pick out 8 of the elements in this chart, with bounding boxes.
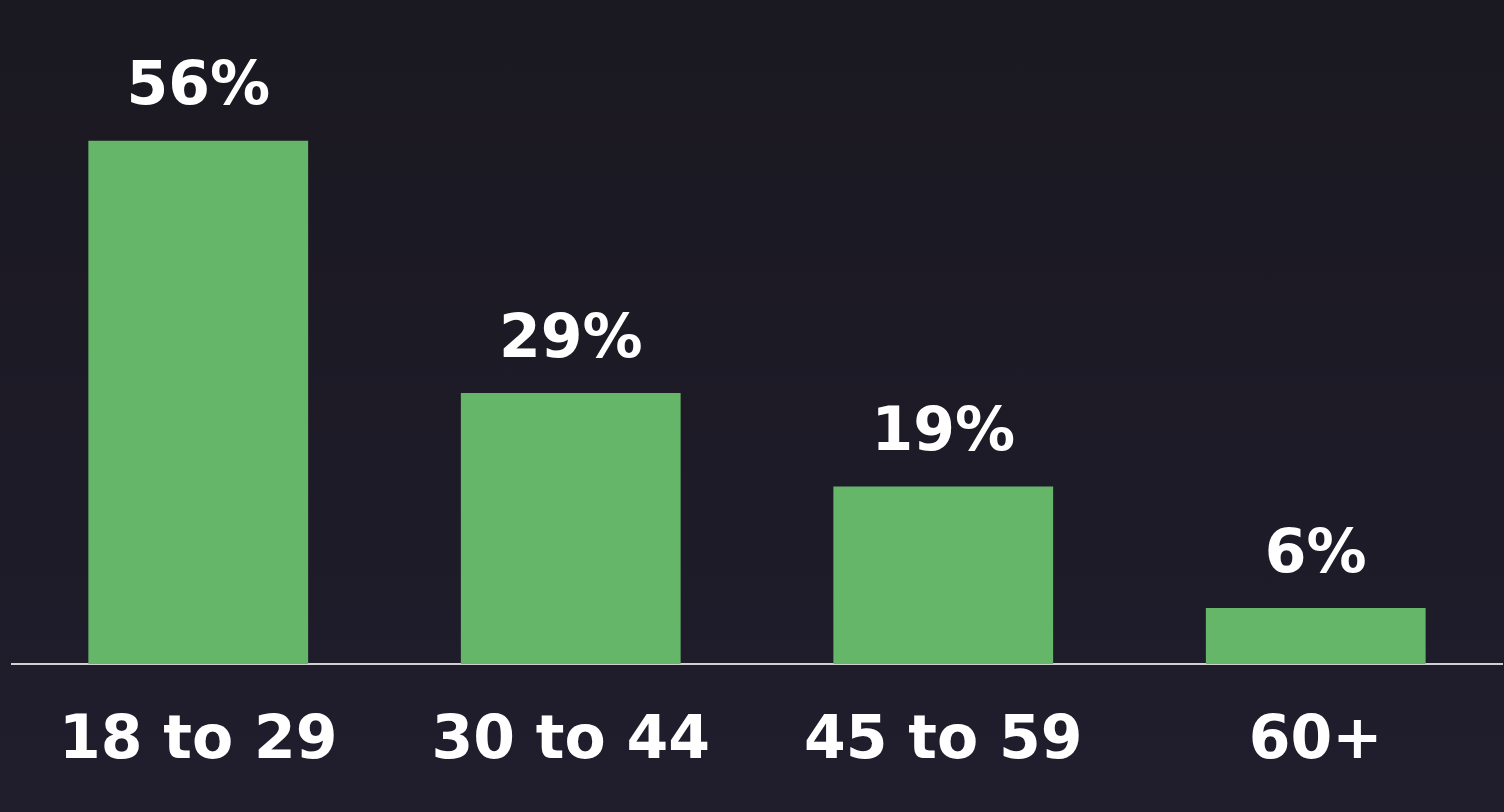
x-tick-label: 60+ [1248, 701, 1383, 772]
data-label: 29% [498, 300, 643, 371]
data-label: 56% [126, 48, 271, 119]
x-tick-label: 18 to 29 [58, 701, 338, 772]
data-label: 19% [871, 394, 1016, 465]
x-tick-label: 45 to 59 [803, 701, 1083, 772]
data-label: 6% [1264, 515, 1367, 586]
x-tick-label: 30 to 44 [431, 701, 711, 772]
